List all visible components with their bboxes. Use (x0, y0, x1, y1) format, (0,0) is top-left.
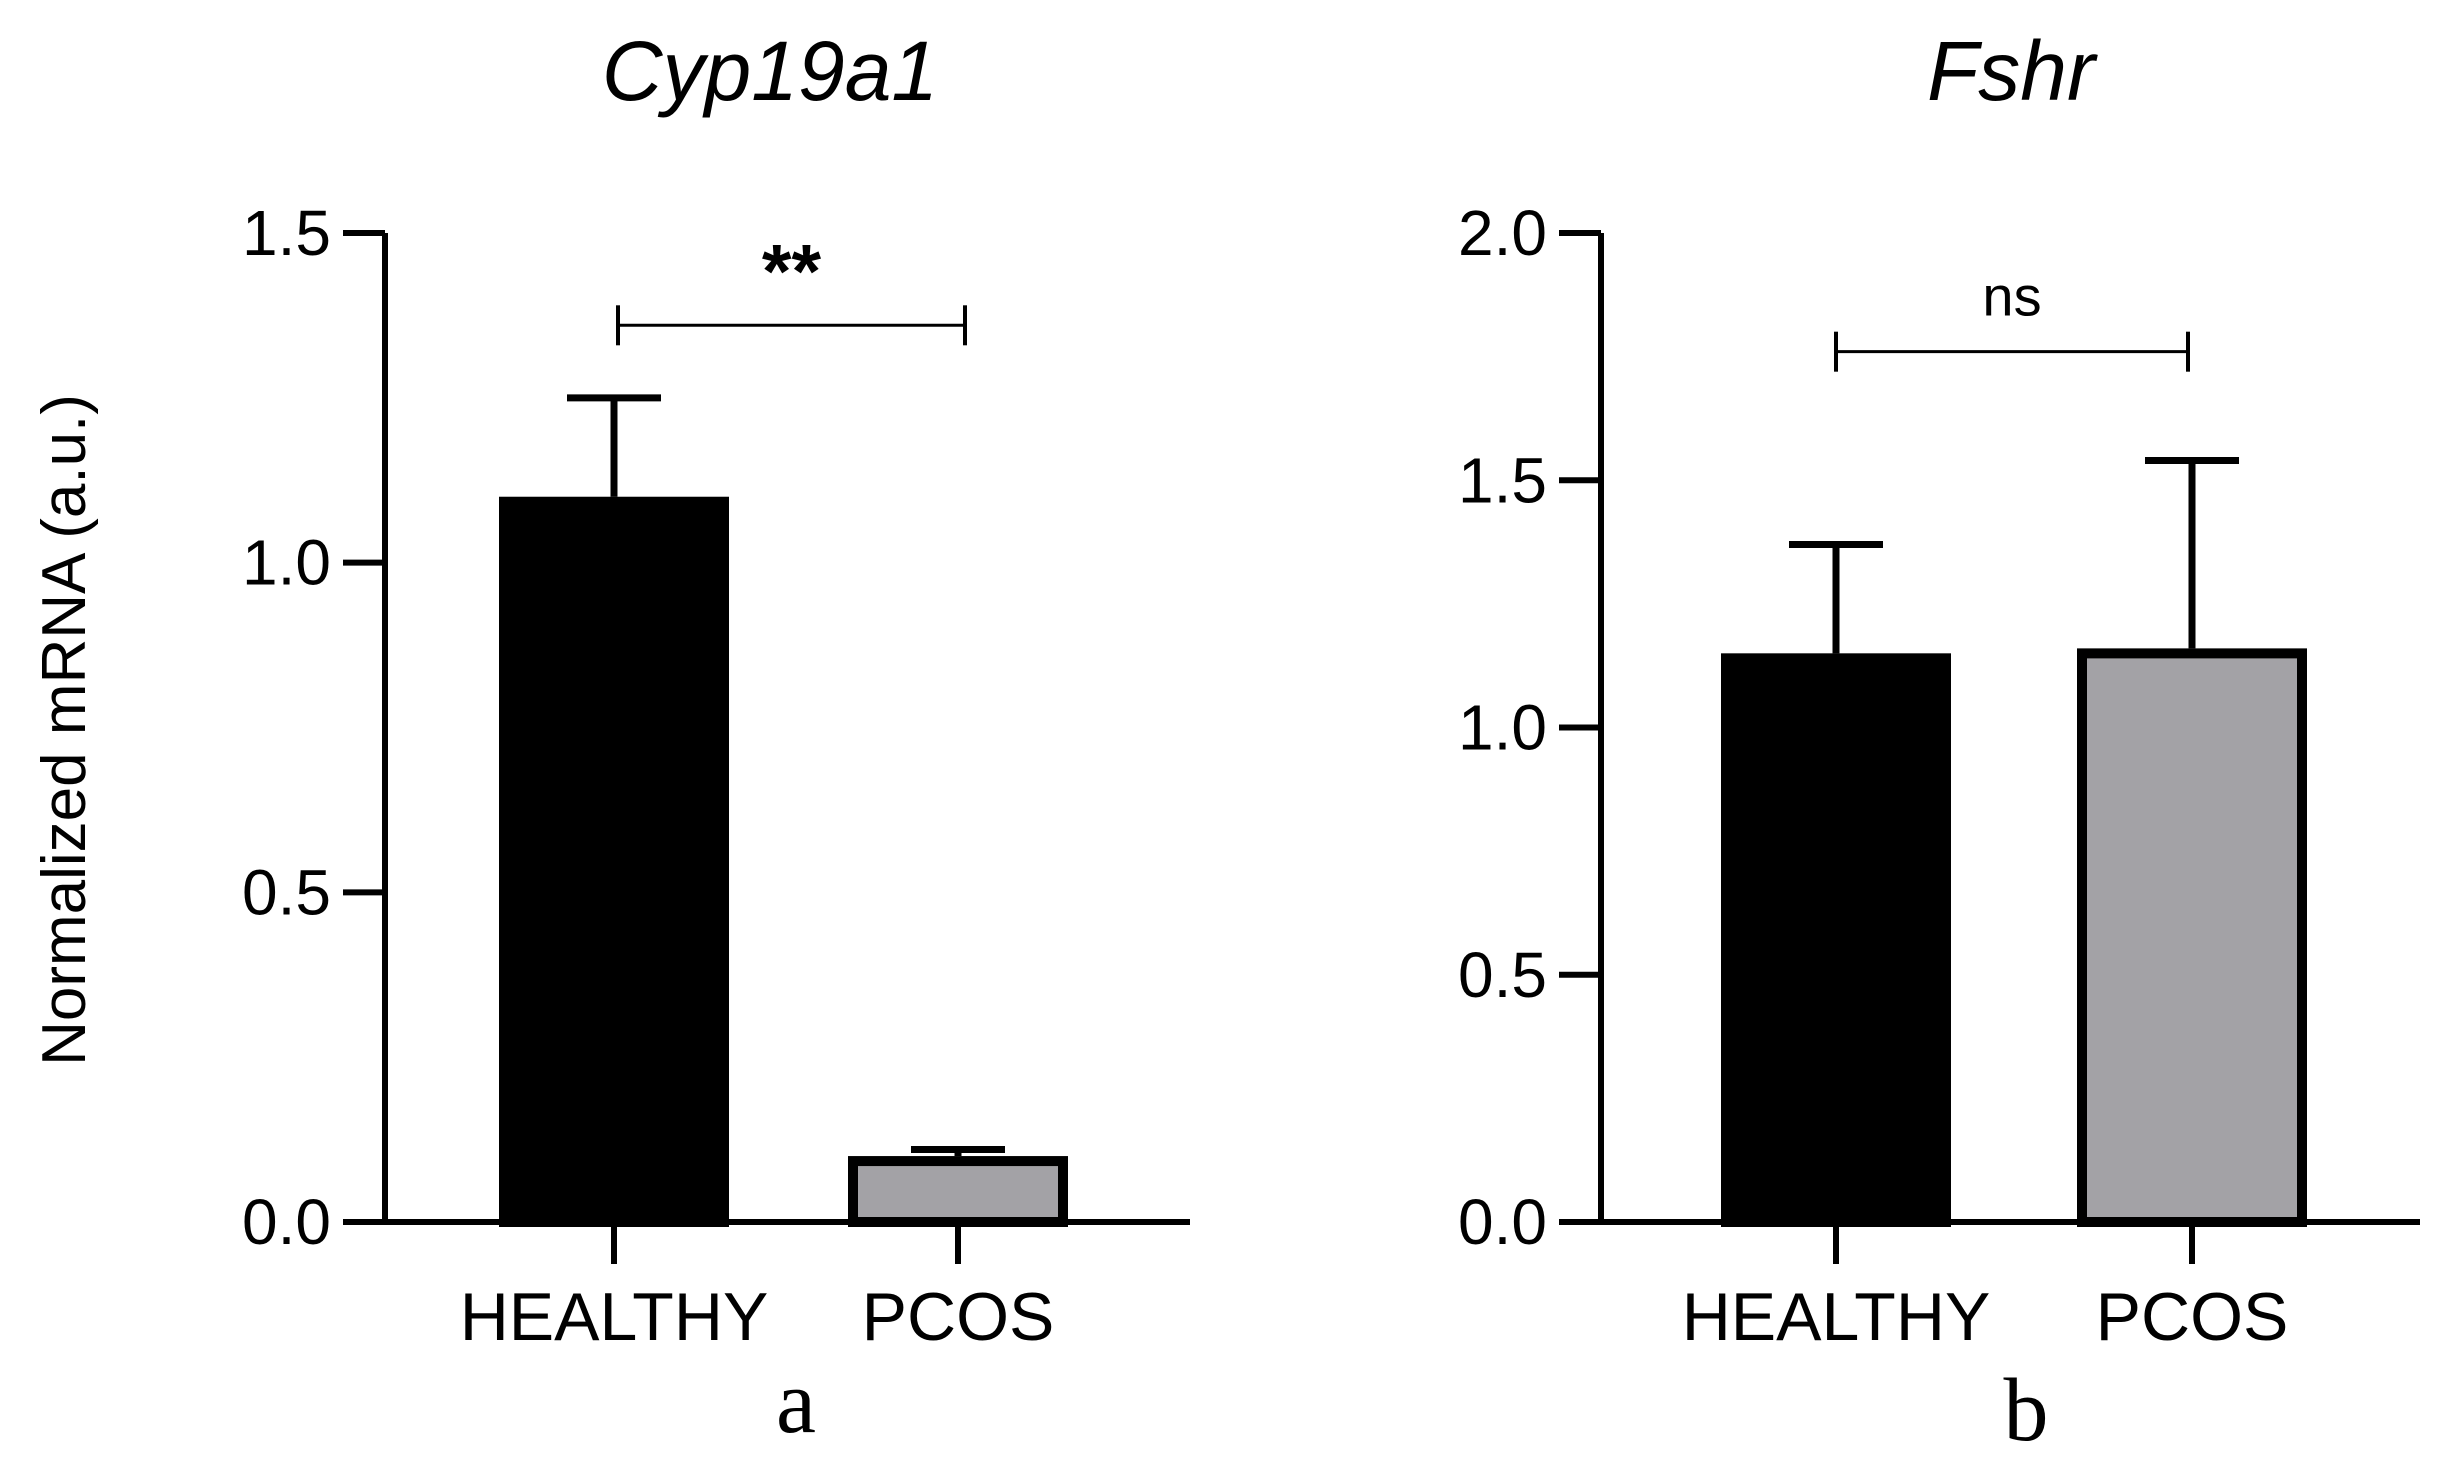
y-tick-label: 0.5 (1458, 939, 1547, 1011)
y-tick-label: 0.0 (242, 1186, 331, 1258)
chart-b-categories: HEALTHY PCOS (1682, 1222, 2289, 1355)
chart-b-bars (1721, 456, 2307, 1227)
category-label: HEALTHY (460, 1279, 769, 1355)
bar-healthy (1721, 653, 1951, 1227)
y-tick-label: 1.0 (1458, 692, 1547, 764)
chart-b: Fshr 0.0 0.5 1.0 1.5 2.0 ns HEALTHY PCOS b (1458, 24, 2420, 1460)
chart-a-title: Cyp19a1 (602, 24, 938, 118)
chart-a-significance: ** (616, 229, 967, 346)
chart-b-title: Fshr (1927, 24, 2098, 118)
y-tick-label: 0.5 (242, 856, 331, 928)
panel-label-a: a (776, 1353, 816, 1452)
chart-a-categories: HEALTHY PCOS (460, 1222, 1055, 1355)
y-tick-label: 1.5 (1458, 444, 1547, 516)
bar-healthy (499, 496, 729, 1227)
panel-label-b: b (2004, 1361, 2049, 1460)
bar-pcos (2077, 648, 2307, 1227)
y-tick-label: 2.0 (1458, 197, 1547, 269)
significance-label: ns (1982, 265, 2041, 328)
chart-a-y-ticks: 0.0 0.5 1.0 1.5 (242, 197, 385, 1258)
y-axis-label: Normalized mRNA (a.u.) (30, 394, 99, 1066)
y-tick-label: 0.0 (1458, 1186, 1547, 1258)
y-tick-label: 1.0 (242, 527, 331, 599)
y-tick-label: 1.5 (242, 197, 331, 269)
category-label: PCOS (862, 1279, 1055, 1355)
chart-a-bars (499, 394, 1068, 1227)
chart-b-y-ticks: 0.0 0.5 1.0 1.5 2.0 (1458, 197, 1601, 1258)
chart-a: Cyp19a1 Normalized mRNA (a.u.) 0.0 0.5 1.0… (30, 24, 1190, 1452)
category-label: PCOS (2096, 1279, 2289, 1355)
significance-label: ** (762, 229, 822, 314)
bar-pcos (848, 1156, 1068, 1227)
chart-b-significance: ns (1834, 265, 2190, 372)
category-label: HEALTHY (1682, 1279, 1991, 1355)
